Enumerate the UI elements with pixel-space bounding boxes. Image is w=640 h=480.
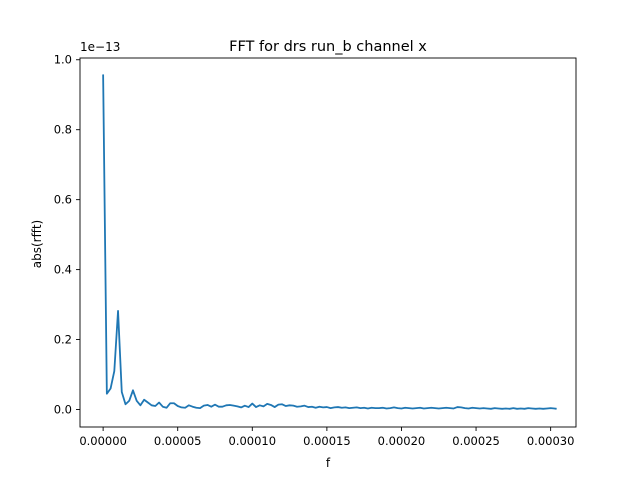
chart-title: FFT for drs run_b channel x	[229, 39, 427, 55]
x-tick-label: 0.00000	[79, 434, 127, 448]
axis-ticks: 0.00000 0.00005 0.00010 0.00015 0.00020 0.000…	[54, 53, 575, 448]
x-tick-label: 0.00030	[527, 434, 575, 448]
y-offset-label: 1e−13	[80, 40, 120, 54]
x-tick-label: 0.00015	[303, 434, 351, 448]
series-line	[102, 74, 557, 410]
y-tick-label: 0.8	[54, 123, 72, 137]
x-axis-label: f	[326, 456, 331, 470]
y-tick-label: 1.0	[54, 53, 72, 67]
y-tick-label: 0.6	[54, 193, 72, 207]
x-tick-label: 0.00005	[154, 434, 202, 448]
y-tick-label: 0.0	[54, 403, 72, 417]
y-tick-label: 0.2	[54, 333, 72, 347]
plot-area	[102, 74, 557, 410]
y-tick-label: 0.4	[54, 263, 72, 277]
x-tick-label: 0.00010	[229, 434, 277, 448]
x-tick-label: 0.00025	[452, 434, 500, 448]
axes-frame	[79, 57, 577, 428]
y-axis-label: abs(rfft)	[30, 220, 44, 269]
x-tick-label: 0.00020	[378, 434, 426, 448]
